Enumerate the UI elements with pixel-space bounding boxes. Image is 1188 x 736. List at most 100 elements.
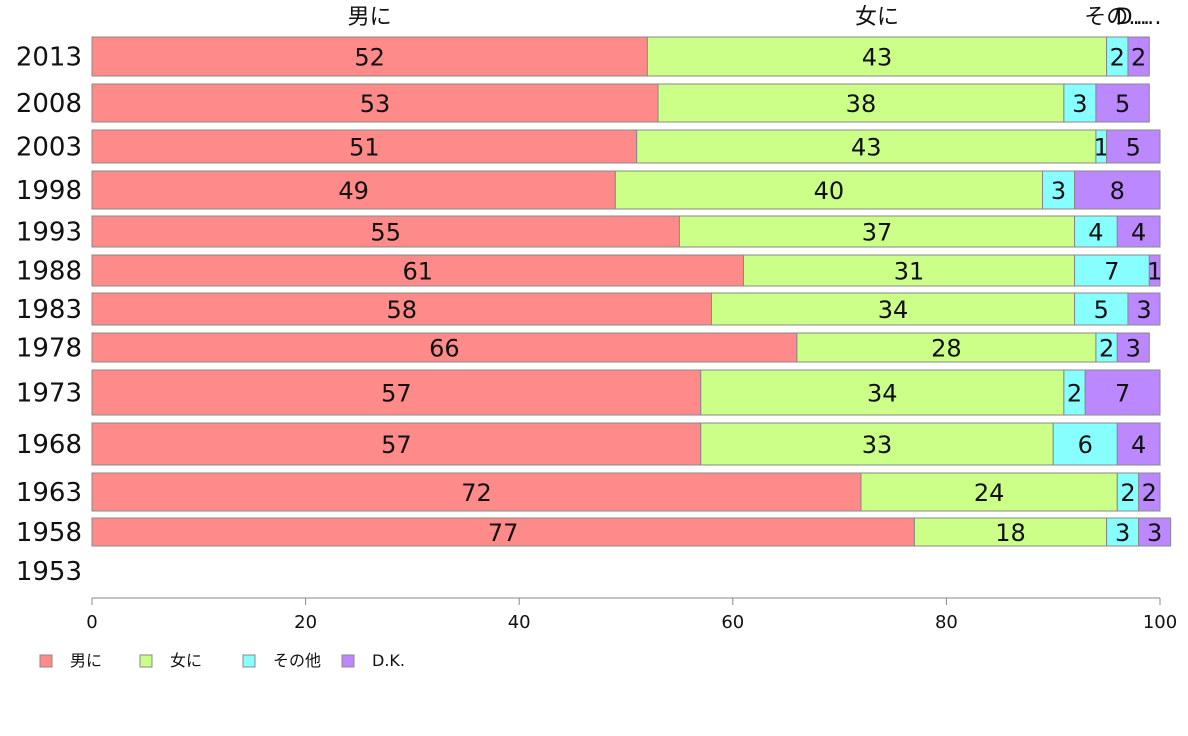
data-label: 58 <box>386 296 417 324</box>
legend-swatch <box>39 654 53 668</box>
data-label: 2 <box>1110 44 1125 72</box>
legend-label: その他 <box>273 651 321 670</box>
y-axis: 2013 2008 2003 1998 1993 1988 1983 1978 1973 1968… <box>16 43 82 588</box>
bar-segment <box>1074 292 1129 326</box>
data-label: 34 <box>867 380 898 408</box>
bar-segment <box>1127 292 1161 326</box>
top-series-label: 女に <box>855 5 899 30</box>
data-label: 53 <box>360 90 391 118</box>
data-label: 57 <box>381 380 412 408</box>
bar-segment <box>796 332 1097 363</box>
data-label: 77 <box>488 519 519 547</box>
data-label: 43 <box>862 44 893 72</box>
data-label: 66 <box>429 335 460 363</box>
y-tick-label: 1958 <box>16 518 82 548</box>
bar-segment <box>1148 254 1161 287</box>
data-label: 3 <box>1051 177 1066 205</box>
data-label: 31 <box>894 258 925 286</box>
data-label: 2 <box>1131 44 1146 72</box>
data-label: 4 <box>1131 431 1146 459</box>
x-tick-label: 100 <box>1143 612 1177 633</box>
data-label: 57 <box>381 431 412 459</box>
y-tick-label: 1953 <box>16 557 82 587</box>
data-label: 3 <box>1147 519 1162 547</box>
data-label: 2 <box>1067 380 1082 408</box>
bar-segment <box>91 332 798 363</box>
bar-segment <box>1106 517 1140 547</box>
top-series-label: D.… <box>1116 5 1162 30</box>
data-label: 3 <box>1136 296 1151 324</box>
data-label: 55 <box>370 219 401 247</box>
bar-segment <box>657 83 1065 123</box>
bar-segment <box>1127 36 1150 77</box>
bar-segment <box>91 369 702 416</box>
bar-segment <box>860 472 1118 512</box>
data-label: 34 <box>878 296 909 324</box>
bar-segment <box>646 36 1108 77</box>
x-tick-label: 0 <box>86 612 97 633</box>
bar-segment <box>1138 517 1172 547</box>
bar-segment <box>1116 332 1150 363</box>
data-label: 3 <box>1126 335 1141 363</box>
bar-segment <box>700 369 1065 416</box>
y-tick-label: 1998 <box>16 176 82 206</box>
legend: 男に 女に その他 D.K. <box>39 651 405 670</box>
data-label: 3 <box>1072 90 1087 118</box>
bar-segment <box>91 83 659 123</box>
legend-label: D.K. <box>372 651 405 670</box>
top-series-label: その… <box>1084 5 1150 30</box>
x-axis: 0 20 40 60 80 100 <box>86 597 1177 633</box>
legend-label: 女に <box>170 651 202 670</box>
bar-segment <box>1074 170 1161 210</box>
bars: 52 43 2 253 38 3 551 43 1 549 40 3 855 37 4 461 31 7 158 34… <box>91 36 1172 547</box>
y-tick-label: 1983 <box>16 295 82 325</box>
data-label: 61 <box>402 258 433 286</box>
x-tick-label: 40 <box>508 612 531 633</box>
x-tick-label: 60 <box>721 612 744 633</box>
data-label: 18 <box>995 519 1026 547</box>
data-label: 51 <box>349 134 380 162</box>
bar-segment <box>1052 422 1118 466</box>
y-tick-label: 2008 <box>16 89 82 119</box>
data-label: 7 <box>1104 258 1119 286</box>
bar-segment <box>91 292 712 326</box>
data-label: 72 <box>461 479 492 507</box>
y-tick-label: 2013 <box>16 43 82 73</box>
bar-segment <box>91 215 680 248</box>
data-label: 28 <box>931 335 962 363</box>
data-label: 1 <box>1147 258 1162 286</box>
bar-segment <box>91 422 702 466</box>
bar-segment <box>742 254 1076 287</box>
y-tick-label: 1963 <box>16 478 82 508</box>
y-tick-label: 1973 <box>16 379 82 409</box>
data-label: 2 <box>1142 479 1157 507</box>
bar-segment <box>710 292 1076 326</box>
data-label: 5 <box>1094 296 1109 324</box>
data-label: 1 <box>1094 134 1109 162</box>
data-label: 43 <box>851 134 882 162</box>
bar-segment <box>1042 170 1076 210</box>
data-label: 2 <box>1120 479 1135 507</box>
bar-segment <box>91 254 744 287</box>
bar-segment <box>1106 129 1161 164</box>
data-label: 33 <box>862 431 893 459</box>
legend-swatch <box>341 654 355 668</box>
bar-segment <box>678 215 1076 248</box>
y-tick-label: 1993 <box>16 218 82 248</box>
data-label: 5 <box>1115 90 1130 118</box>
data-label: 8 <box>1110 177 1125 205</box>
data-label: 52 <box>354 44 385 72</box>
data-label: 7 <box>1115 380 1130 408</box>
data-label: 5 <box>1126 134 1141 162</box>
y-tick-label: 1978 <box>16 334 82 364</box>
bar-segment <box>91 129 638 164</box>
bar-segment <box>1074 215 1118 248</box>
bar-segment <box>636 129 1097 164</box>
data-label: 24 <box>974 479 1005 507</box>
bar-segment <box>91 170 616 210</box>
data-label: 38 <box>846 90 877 118</box>
top-series-label: 男に <box>348 5 392 30</box>
bar-segment <box>1138 472 1161 512</box>
legend-label: 男に <box>70 651 102 670</box>
